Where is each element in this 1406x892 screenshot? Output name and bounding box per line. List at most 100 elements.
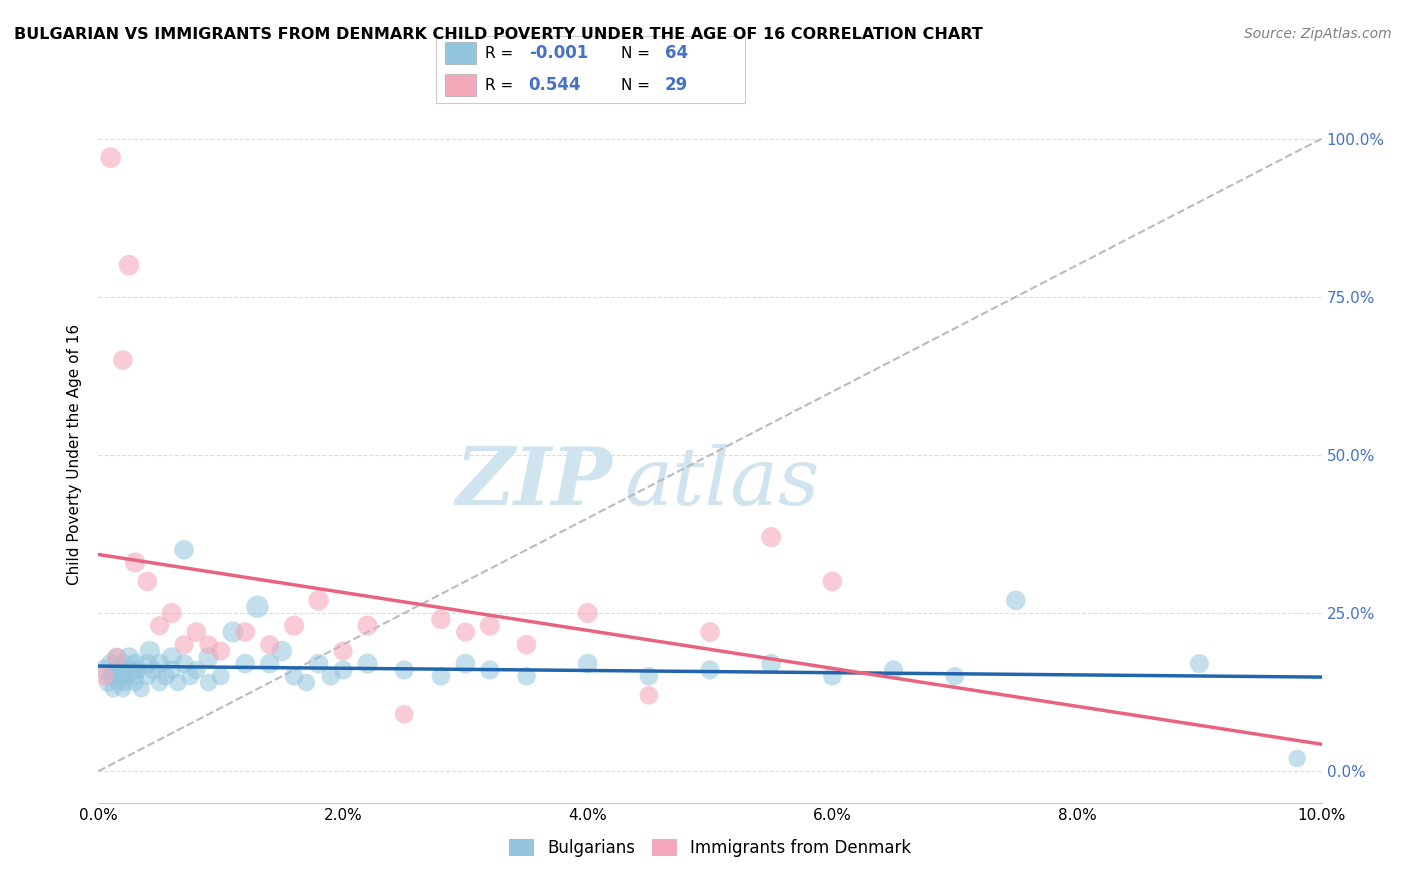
- Point: [356, 657, 378, 671]
- Point: [197, 650, 219, 665]
- Point: [821, 574, 844, 589]
- Point: [124, 657, 146, 671]
- Point: [392, 707, 416, 722]
- Y-axis label: Child Poverty Under the Age of 16: Child Poverty Under the Age of 16: [67, 325, 83, 585]
- Point: [103, 663, 125, 677]
- Point: [114, 675, 136, 690]
- Point: [246, 599, 269, 614]
- Point: [356, 618, 378, 632]
- Point: [142, 663, 165, 677]
- FancyBboxPatch shape: [446, 75, 477, 96]
- Point: [127, 663, 149, 677]
- Point: [155, 669, 177, 683]
- Point: [332, 644, 354, 658]
- Point: [136, 574, 159, 589]
- Text: 29: 29: [665, 76, 688, 95]
- Point: [179, 669, 201, 683]
- Point: [319, 669, 342, 683]
- Point: [111, 353, 134, 368]
- Point: [1286, 751, 1309, 765]
- Point: [233, 625, 256, 640]
- Point: [124, 556, 146, 570]
- Point: [222, 625, 245, 640]
- Point: [1004, 593, 1026, 607]
- Text: 0.544: 0.544: [529, 76, 581, 95]
- Point: [105, 650, 128, 665]
- Point: [759, 530, 782, 544]
- Point: [149, 618, 172, 632]
- Point: [186, 625, 208, 640]
- Point: [308, 657, 330, 671]
- Point: [111, 657, 134, 671]
- Point: [759, 657, 782, 671]
- Point: [576, 657, 599, 671]
- Point: [111, 681, 134, 696]
- Point: [478, 663, 501, 677]
- Point: [107, 675, 129, 690]
- Point: [209, 644, 232, 658]
- Point: [173, 638, 195, 652]
- Point: [197, 638, 219, 652]
- Point: [97, 675, 120, 690]
- Point: [454, 625, 477, 640]
- Point: [233, 657, 256, 671]
- Point: [173, 542, 195, 557]
- Point: [136, 657, 159, 671]
- Point: [118, 650, 141, 665]
- Text: ZIP: ZIP: [456, 444, 612, 522]
- Point: [149, 657, 172, 671]
- Point: [295, 675, 318, 690]
- Point: [167, 675, 190, 690]
- Point: [160, 663, 183, 677]
- Point: [332, 663, 354, 677]
- Text: N =: N =: [621, 78, 651, 93]
- Point: [124, 669, 146, 683]
- Point: [699, 663, 721, 677]
- Point: [93, 669, 115, 683]
- Point: [454, 657, 477, 671]
- Point: [283, 669, 305, 683]
- Point: [308, 593, 330, 607]
- Point: [943, 669, 966, 683]
- Text: -0.001: -0.001: [529, 44, 588, 62]
- Text: R =: R =: [485, 45, 513, 61]
- Point: [576, 606, 599, 620]
- Point: [118, 258, 141, 272]
- Point: [392, 663, 416, 677]
- Point: [430, 669, 453, 683]
- Text: atlas: atlas: [624, 444, 820, 522]
- Point: [516, 638, 538, 652]
- Point: [105, 650, 128, 665]
- Point: [173, 657, 195, 671]
- Point: [478, 618, 501, 632]
- Point: [259, 657, 281, 671]
- Point: [129, 681, 152, 696]
- Point: [259, 638, 281, 652]
- Point: [100, 657, 122, 671]
- Text: 64: 64: [665, 44, 688, 62]
- Point: [283, 618, 305, 632]
- Point: [699, 625, 721, 640]
- Point: [197, 675, 219, 690]
- Point: [100, 669, 122, 683]
- Point: [430, 612, 453, 626]
- Point: [136, 669, 159, 683]
- Point: [270, 644, 292, 658]
- Point: [883, 663, 905, 677]
- Point: [209, 669, 232, 683]
- Point: [110, 669, 132, 683]
- Point: [124, 675, 146, 690]
- Point: [121, 663, 143, 677]
- Point: [139, 644, 162, 658]
- Point: [93, 663, 115, 677]
- Legend: Bulgarians, Immigrants from Denmark: Bulgarians, Immigrants from Denmark: [509, 838, 911, 857]
- Text: Source: ZipAtlas.com: Source: ZipAtlas.com: [1244, 27, 1392, 41]
- Point: [115, 669, 138, 683]
- Point: [160, 606, 183, 620]
- Point: [101, 681, 124, 696]
- Point: [1188, 657, 1211, 671]
- FancyBboxPatch shape: [446, 43, 477, 64]
- Text: R =: R =: [485, 78, 513, 93]
- Text: BULGARIAN VS IMMIGRANTS FROM DENMARK CHILD POVERTY UNDER THE AGE OF 16 CORRELATI: BULGARIAN VS IMMIGRANTS FROM DENMARK CHI…: [14, 27, 983, 42]
- Point: [149, 675, 172, 690]
